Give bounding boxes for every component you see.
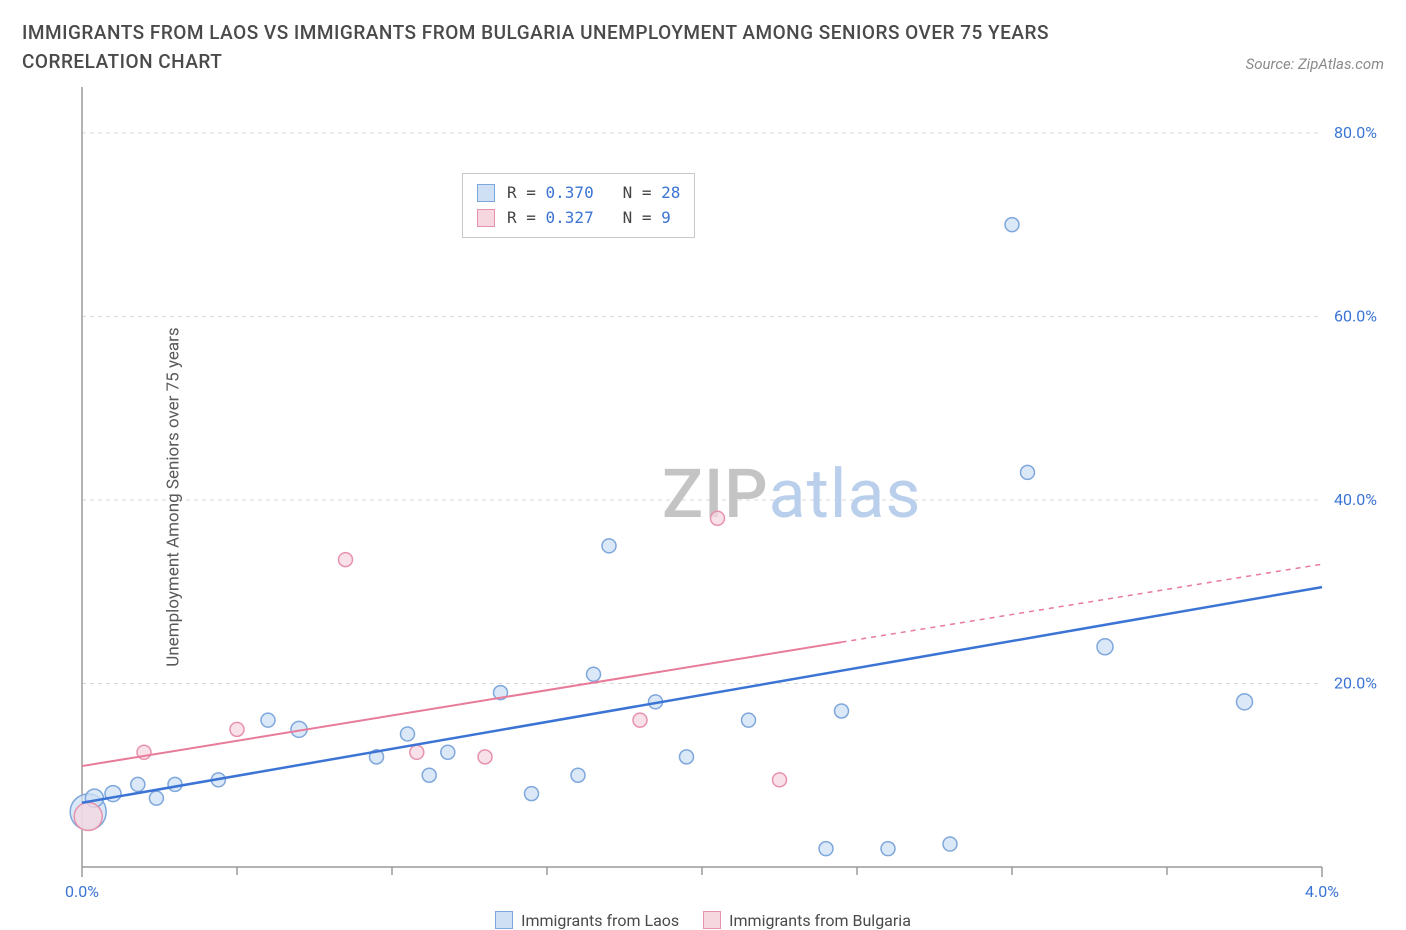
y-tick-label: 60.0%	[1334, 306, 1377, 325]
legend-swatch	[477, 184, 495, 202]
data-point[interactable]	[773, 773, 787, 787]
data-point[interactable]	[742, 713, 756, 727]
trend-line-bulgaria	[82, 642, 842, 766]
data-point[interactable]	[633, 713, 647, 727]
y-tick-label: 20.0%	[1334, 673, 1377, 692]
legend-item: Immigrants from Laos	[495, 911, 679, 930]
data-point[interactable]	[1237, 694, 1253, 710]
bottom-legend: Immigrants from Laos Immigrants from Bulg…	[22, 911, 1384, 930]
data-point[interactable]	[410, 745, 424, 759]
trend-line-bulgaria-extrapolated	[842, 564, 1323, 642]
y-tick-label: 40.0%	[1334, 490, 1377, 509]
stats-text: R = 0.370 N = 28	[507, 180, 680, 206]
data-point[interactable]	[819, 842, 833, 856]
stats-row: R = 0.370 N = 28	[477, 180, 680, 206]
x-tick-label: 0.0%	[65, 882, 99, 901]
legend-swatch	[703, 911, 721, 929]
data-point[interactable]	[525, 786, 539, 800]
data-point[interactable]	[1005, 218, 1019, 232]
data-point[interactable]	[1021, 465, 1035, 479]
data-point[interactable]	[261, 713, 275, 727]
data-point[interactable]	[571, 768, 585, 782]
stats-text: R = 0.327 N = 9	[507, 205, 671, 231]
legend-swatch	[477, 209, 495, 227]
data-point[interactable]	[401, 727, 415, 741]
chart-title: IMMIGRANTS FROM LAOS VS IMMIGRANTS FROM …	[22, 18, 1122, 77]
legend-swatch	[495, 911, 513, 929]
data-point[interactable]	[680, 750, 694, 764]
watermark: ZIPatlas	[662, 454, 922, 534]
data-point[interactable]	[422, 768, 436, 782]
data-point[interactable]	[602, 539, 616, 553]
trend-line-laos	[82, 587, 1322, 803]
data-point[interactable]	[230, 722, 244, 736]
data-point[interactable]	[711, 511, 725, 525]
plot-area: Unemployment Among Seniors over 75 years…	[22, 87, 1384, 907]
data-point[interactable]	[478, 750, 492, 764]
data-point[interactable]	[74, 802, 102, 830]
legend-label: Immigrants from Bulgaria	[729, 911, 911, 930]
source-label: Source: ZipAtlas.com	[1246, 55, 1384, 73]
data-point[interactable]	[881, 842, 895, 856]
data-point[interactable]	[168, 777, 182, 791]
data-point[interactable]	[441, 745, 455, 759]
data-point[interactable]	[1097, 639, 1113, 655]
data-point[interactable]	[149, 791, 163, 805]
stats-row: R = 0.327 N = 9	[477, 205, 680, 231]
scatter-chart: ZIPatlas 20.0% 40.0% 60.0% 80.0% 0.0% 4.0%	[22, 87, 1382, 907]
data-point[interactable]	[943, 837, 957, 851]
data-point[interactable]	[131, 777, 145, 791]
legend-label: Immigrants from Laos	[521, 911, 679, 930]
data-point[interactable]	[835, 704, 849, 718]
x-tick-label: 4.0%	[1305, 882, 1339, 901]
stats-legend: R = 0.370 N = 28R = 0.327 N = 9	[462, 173, 695, 238]
data-point[interactable]	[339, 552, 353, 566]
y-axis-label: Unemployment Among Seniors over 75 years	[164, 327, 184, 666]
y-tick-label: 80.0%	[1334, 123, 1377, 142]
header-row: IMMIGRANTS FROM LAOS VS IMMIGRANTS FROM …	[22, 18, 1384, 77]
legend-item: Immigrants from Bulgaria	[703, 911, 911, 930]
data-point[interactable]	[587, 667, 601, 681]
